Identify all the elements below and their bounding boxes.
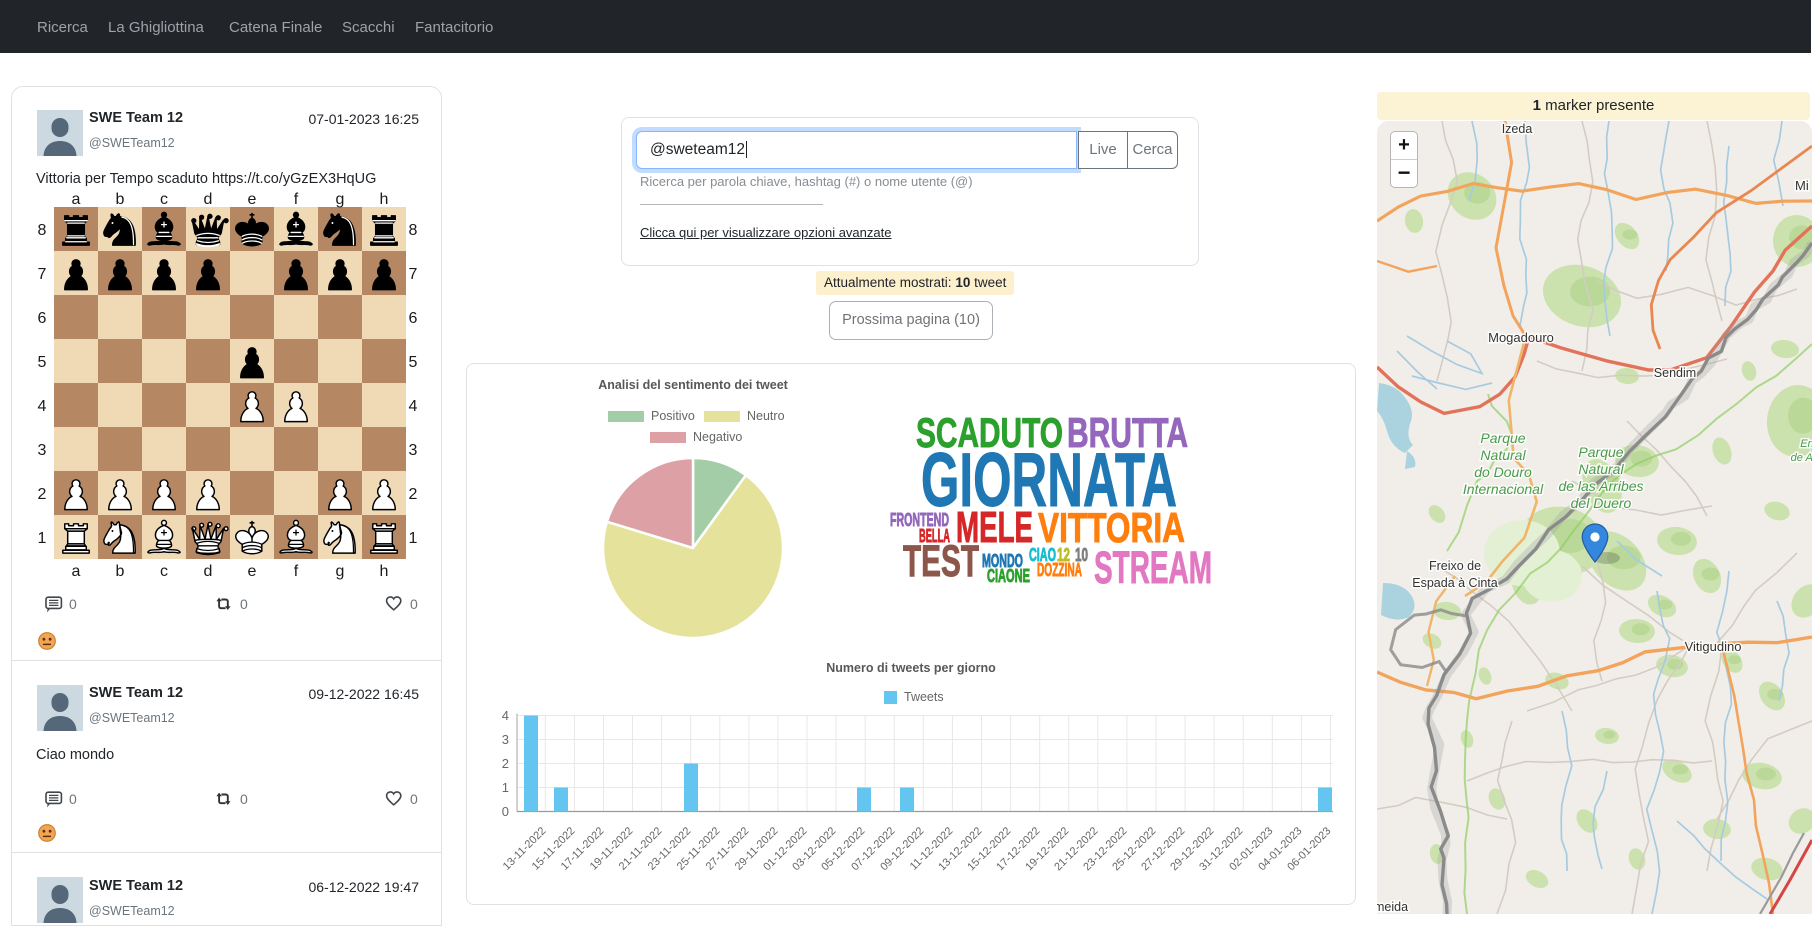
svg-text:e: e: [248, 191, 257, 208]
svg-text:En: En: [1800, 438, 1812, 450]
svg-text:Internacional: Internacional: [1463, 481, 1544, 497]
svg-text:Internacional: Internacional: [1463, 481, 1544, 497]
svg-text:Espada à Cinta: Espada à Cinta: [1412, 576, 1498, 590]
svg-text:5: 5: [38, 354, 47, 371]
svg-text:de Al: de Al: [1791, 452, 1812, 464]
svg-text:Freixo de: Freixo de: [1429, 559, 1481, 573]
svg-text:de Al: de Al: [1791, 452, 1812, 464]
svg-text:2: 2: [38, 486, 47, 503]
svg-text:d: d: [204, 191, 213, 208]
svg-text:Espada à Cinta: Espada à Cinta: [1412, 576, 1498, 590]
svg-text:1: 1: [502, 780, 509, 795]
svg-text:4: 4: [409, 398, 418, 415]
svg-text:Parque: Parque: [1578, 444, 1623, 460]
svg-text:1: 1: [38, 530, 47, 547]
svg-text:0: 0: [502, 804, 509, 819]
svg-text:6: 6: [38, 310, 47, 327]
svg-text:meida: meida: [1377, 900, 1408, 914]
svg-text:meida: meida: [1377, 900, 1408, 914]
svg-text:Natural: Natural: [1578, 461, 1624, 477]
svg-text:Parque: Parque: [1480, 430, 1525, 446]
svg-text:2: 2: [502, 756, 509, 771]
svg-text:8: 8: [409, 222, 418, 239]
svg-text:5: 5: [409, 354, 418, 371]
svg-text:Mi: Mi: [1795, 178, 1809, 193]
svg-text:del Duero: del Duero: [1571, 495, 1632, 511]
svg-text:do Douro: do Douro: [1474, 464, 1532, 480]
svg-text:Mogadouro: Mogadouro: [1488, 330, 1554, 345]
svg-text:Mogadouro: Mogadouro: [1488, 330, 1554, 345]
svg-text:Natural: Natural: [1578, 461, 1624, 477]
svg-text:Sendim: Sendim: [1654, 366, 1696, 380]
svg-text:c: c: [160, 191, 168, 208]
svg-text:e: e: [248, 563, 257, 580]
svg-text:Natural: Natural: [1480, 447, 1526, 463]
svg-text:Izeda: Izeda: [1502, 122, 1533, 136]
svg-text:del Duero: del Duero: [1571, 495, 1632, 511]
svg-text:3: 3: [409, 442, 418, 459]
svg-text:3: 3: [502, 732, 509, 747]
svg-text:Izeda: Izeda: [1502, 122, 1533, 136]
svg-text:de las Arribes: de las Arribes: [1558, 478, 1643, 494]
svg-text:f: f: [294, 563, 299, 580]
svg-text:7: 7: [38, 266, 47, 283]
svg-text:Vitigudino: Vitigudino: [1685, 639, 1742, 654]
svg-text:Natural: Natural: [1480, 447, 1526, 463]
svg-text:g: g: [336, 191, 345, 208]
svg-text:a: a: [72, 563, 81, 580]
svg-text:4: 4: [38, 398, 47, 415]
svg-text:de las Arribes: de las Arribes: [1558, 478, 1643, 494]
svg-text:2: 2: [409, 486, 418, 503]
svg-text:Sendim: Sendim: [1654, 366, 1696, 380]
svg-text:1: 1: [409, 530, 418, 547]
svg-text:8: 8: [38, 222, 47, 239]
svg-text:En: En: [1800, 438, 1812, 450]
svg-text:do Douro: do Douro: [1474, 464, 1532, 480]
svg-text:4: 4: [502, 708, 509, 723]
svg-text:d: d: [204, 563, 213, 580]
svg-text:a: a: [72, 191, 81, 208]
svg-text:7: 7: [409, 266, 418, 283]
svg-text:f: f: [294, 191, 299, 208]
svg-text:b: b: [116, 563, 125, 580]
svg-text:g: g: [336, 563, 345, 580]
svg-text:Parque: Parque: [1578, 444, 1623, 460]
svg-text:6: 6: [409, 310, 418, 327]
svg-text:b: b: [116, 191, 125, 208]
svg-text:c: c: [160, 563, 168, 580]
svg-text:Parque: Parque: [1480, 430, 1525, 446]
svg-text:Vitigudino: Vitigudino: [1685, 639, 1742, 654]
svg-text:h: h: [380, 563, 389, 580]
svg-text:3: 3: [38, 442, 47, 459]
svg-text:h: h: [380, 191, 389, 208]
svg-text:Freixo de: Freixo de: [1429, 559, 1481, 573]
svg-text:Mi: Mi: [1795, 178, 1809, 193]
